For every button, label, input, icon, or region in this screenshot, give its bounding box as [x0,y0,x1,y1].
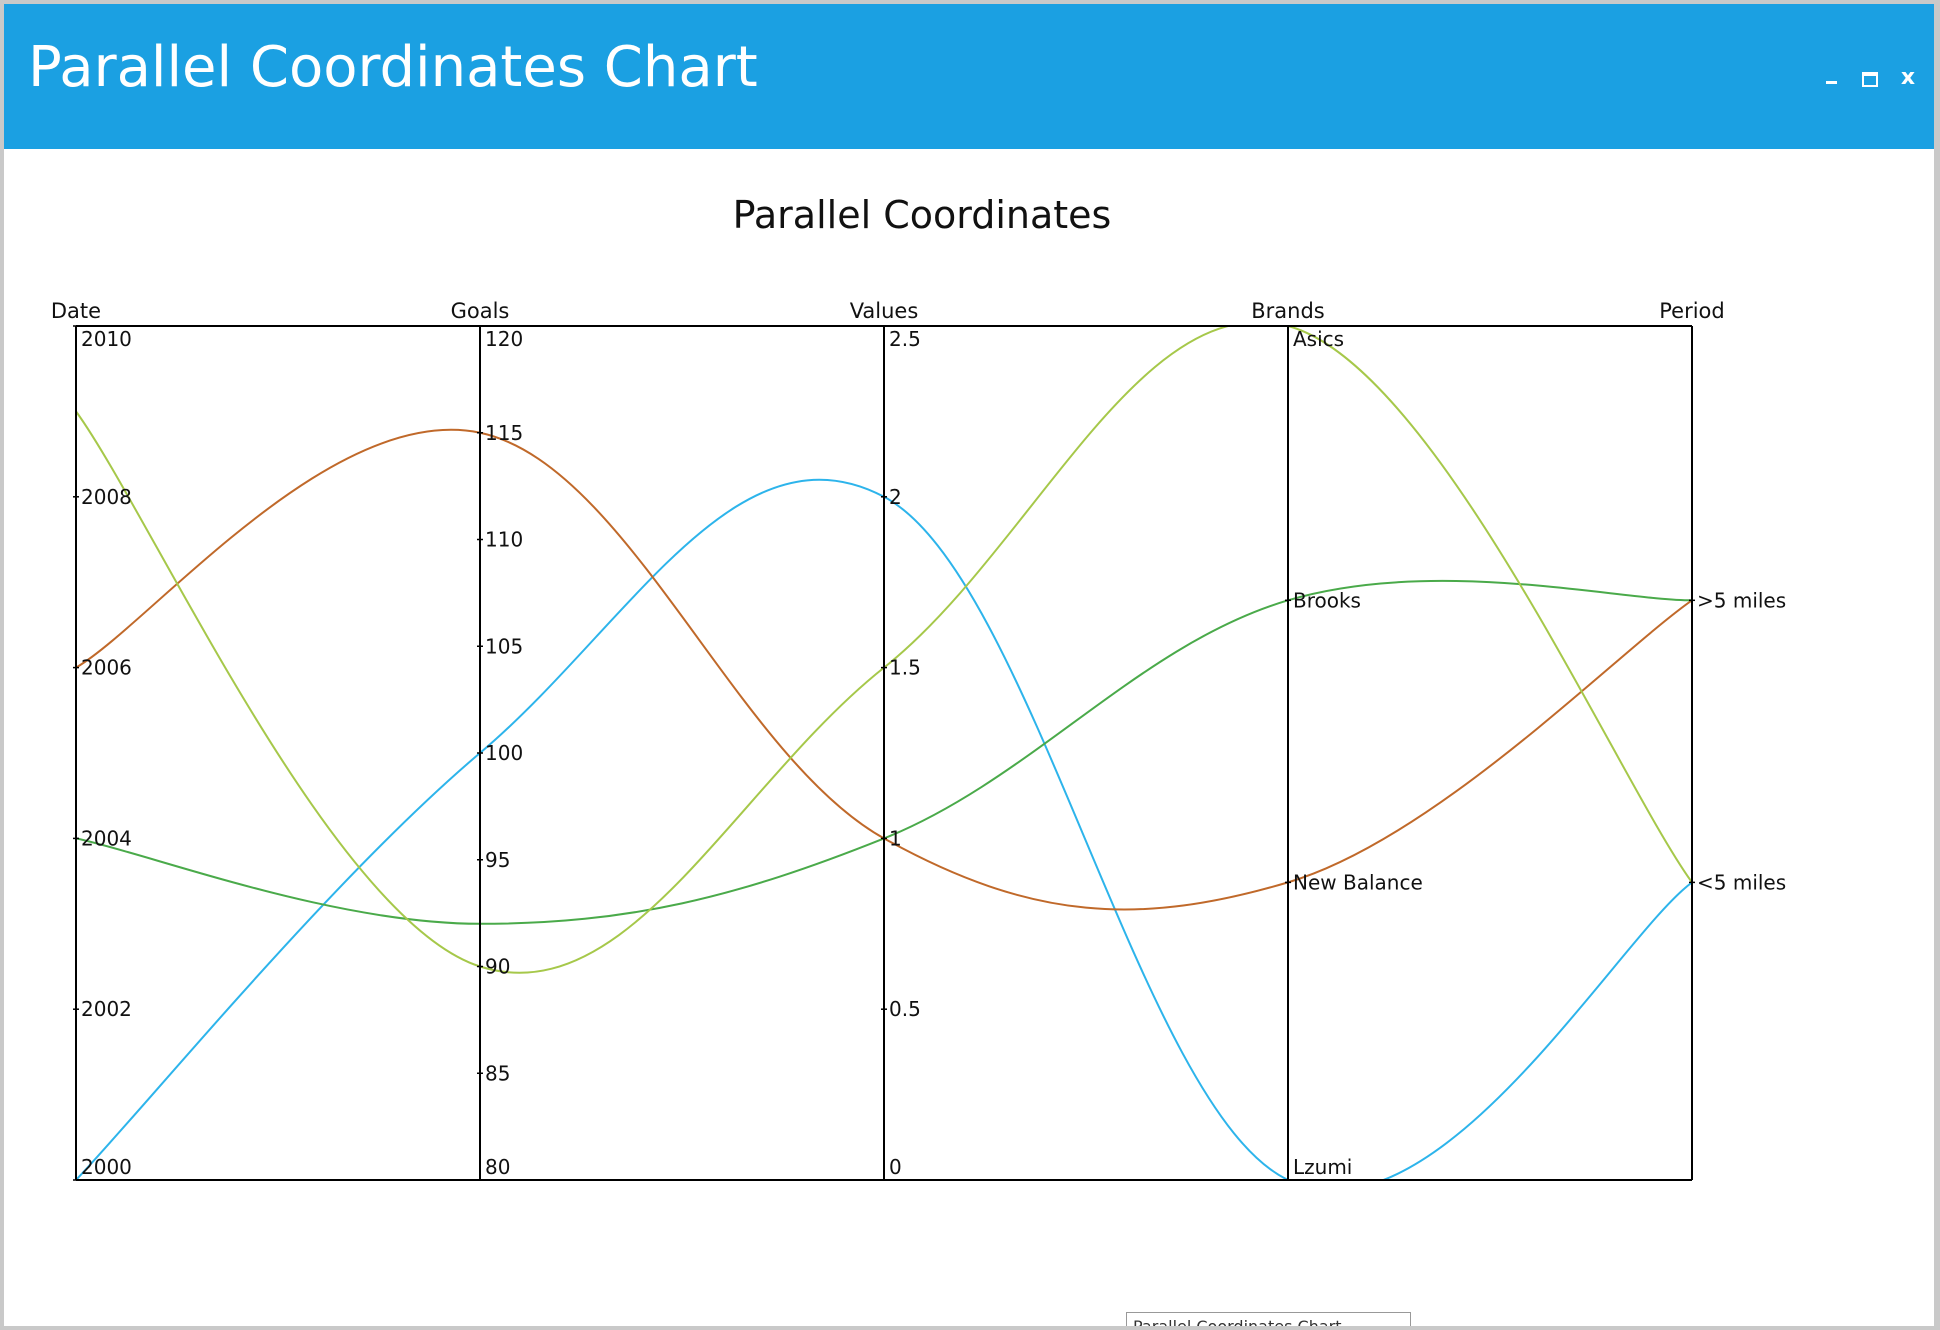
minimize-button[interactable] [1820,66,1844,90]
axis-label-values: Values [850,299,919,323]
chart-title: Parallel Coordinates [733,193,1112,237]
tick-label: 85 [485,1061,510,1085]
tick-label: 0.5 [889,997,921,1021]
parallel-coordinates-chart: Parallel Coordinates Date201020082006200… [51,193,1786,1191]
tick-label: 110 [485,528,523,552]
tick-label: 2008 [81,485,132,509]
tick-label: 100 [485,741,523,765]
axes-layer: Date201020082006200420022000Goals1201151… [51,299,1786,1181]
tick-label: 2000 [81,1155,132,1179]
tooltip: Parallel Coordinates Chart [1126,1312,1411,1326]
window-controls: x [1820,66,1920,90]
tick-label: 1 [889,826,902,850]
tick-label: >5 miles [1697,588,1786,612]
title-bar[interactable]: Parallel Coordinates Chart x [4,4,1934,149]
tick-label: Brooks [1293,588,1361,612]
axis-label-date: Date [51,299,101,323]
tick-label: 2.5 [889,327,921,351]
tick-label: Lzumi [1293,1155,1352,1179]
tick-label: 120 [485,327,523,351]
axis-label-period: Period [1659,299,1724,323]
tick-label: New Balance [1293,870,1423,894]
app-window: Parallel Coordinates Chart x Parallel Co… [4,4,1934,1326]
tick-label: 2002 [81,997,132,1021]
tick-label: 115 [485,421,523,445]
window-title: Parallel Coordinates Chart [28,35,758,100]
tick-label: 0 [889,1155,902,1179]
axis-label-brands: Brands [1251,299,1325,323]
tick-label: Asics [1293,327,1344,351]
tick-label: 80 [485,1155,510,1179]
series-line-1[interactable] [76,478,1692,1191]
tick-label: 2006 [81,656,132,680]
series-line-2[interactable] [76,429,1692,911]
tick-label: 2010 [81,327,132,351]
tick-label: <5 miles [1697,870,1786,894]
tick-label: 95 [485,848,510,872]
close-button[interactable]: x [1900,65,1916,90]
maximize-button[interactable] [1858,66,1882,90]
tick-label: 2 [889,485,902,509]
tick-label: 2004 [81,826,132,850]
axis-label-goals: Goals [451,299,510,323]
tick-label: 1.5 [889,656,921,680]
tick-label: 90 [485,955,510,979]
tick-label: 105 [485,634,523,658]
